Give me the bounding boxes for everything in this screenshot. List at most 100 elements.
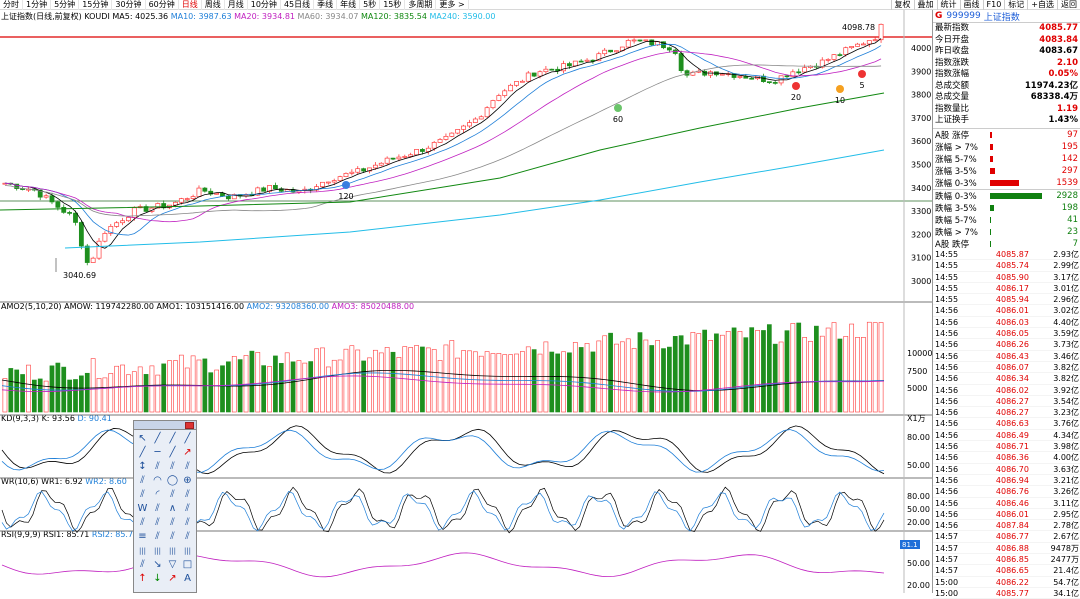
period-tab[interactable]: 日线 xyxy=(179,0,202,10)
fan-icon[interactable]: ⫽ xyxy=(185,531,190,542)
cycle-icon[interactable]: ||| xyxy=(153,547,162,555)
channel-icon[interactable]: ⫽ xyxy=(140,475,145,486)
down-arrow-icon[interactable]: ↓ xyxy=(153,573,162,584)
vline-icon[interactable]: ↕ xyxy=(138,461,147,472)
candle-body xyxy=(343,173,349,177)
tick-list[interactable]: 14:55 4085.87 2.93亿 14:55 4085.74 2.99亿 14:55 4… xyxy=(933,249,1080,599)
volume-bar xyxy=(184,367,190,413)
candle-body xyxy=(225,195,231,200)
up-arrow-icon[interactable]: ↑ xyxy=(138,573,147,584)
channel-icon[interactable]: ⫽ xyxy=(170,461,175,472)
period-tab[interactable]: 15秒 xyxy=(380,0,406,10)
channel-icon[interactable]: ⫽ xyxy=(185,503,190,514)
period-tab[interactable]: 季线 xyxy=(314,0,338,10)
hline-icon[interactable]: ─ xyxy=(154,447,161,458)
channel-icon[interactable]: ⫽ xyxy=(185,489,190,500)
text-icon[interactable]: A xyxy=(184,573,191,584)
tick-amount: 3.54亿 xyxy=(1053,396,1079,406)
cycle-icon[interactable]: ||| xyxy=(183,547,192,555)
circle-icon[interactable]: ◯ xyxy=(166,475,179,486)
period-tab[interactable]: 更多 > xyxy=(436,0,469,10)
tick-row: 14:56 4086.02 3.92亿 xyxy=(933,385,1080,396)
toolbar-button[interactable]: 统计 xyxy=(936,0,960,10)
arc-icon[interactable]: ◜ xyxy=(155,489,160,500)
channel-icon[interactable]: ⫽ xyxy=(140,489,145,500)
period-tab[interactable]: 周线 xyxy=(202,0,225,10)
toolbar-button[interactable]: 标记 xyxy=(1004,0,1027,10)
period-tab[interactable]: 月线 xyxy=(225,0,248,10)
ma120-value: MA120: 3835.54 xyxy=(360,12,427,21)
candle-body xyxy=(861,43,866,46)
period-tab[interactable]: 45日线 xyxy=(281,0,315,10)
period-tab[interactable]: 30分钟 xyxy=(112,0,146,10)
period-tab[interactable]: 60分钟 xyxy=(146,0,179,10)
period-tab[interactable]: 1分钟 xyxy=(23,0,52,10)
volume-bar xyxy=(608,332,613,413)
rect-icon[interactable]: □ xyxy=(182,559,193,570)
channel-icon[interactable]: ⫽ xyxy=(155,461,160,472)
line-icon[interactable]: ╱ xyxy=(154,433,161,444)
period-tab[interactable]: 5秒 xyxy=(360,0,381,10)
tick-price: 4086.43 xyxy=(995,351,1029,361)
arrow-line-icon[interactable]: ↗ xyxy=(183,447,192,458)
fan-icon[interactable]: ⫽ xyxy=(155,531,160,542)
toolbar-button[interactable]: F10 xyxy=(982,0,1005,10)
cross-icon[interactable]: ⊕ xyxy=(183,475,192,486)
stat-value: 2.10 xyxy=(1057,57,1078,68)
fan-icon[interactable]: ⫽ xyxy=(185,517,190,528)
peak-icon[interactable]: ∧ xyxy=(168,503,177,514)
fan-icon[interactable]: ⫽ xyxy=(140,517,145,528)
ma5-value: MA5: 4025.36 xyxy=(112,12,169,21)
wave-icon[interactable]: W xyxy=(137,503,148,514)
candle-body xyxy=(355,168,361,173)
arc-icon[interactable]: ◠ xyxy=(153,475,162,486)
gann-icon[interactable]: ⫽ xyxy=(140,559,145,570)
tick-row: 15:00 4086.22 54.7亿 xyxy=(933,577,1080,588)
channel-icon[interactable]: ⫽ xyxy=(155,503,160,514)
toolbar-button[interactable]: 画线 xyxy=(959,0,983,10)
period-tab[interactable]: 10分钟 xyxy=(248,0,281,10)
fan-icon[interactable]: ⫽ xyxy=(170,517,175,528)
channel-icon[interactable]: ⫽ xyxy=(185,461,190,472)
drawing-toolbox[interactable]: ↖ ╱ ╱ ╱ ╱ ─ ╱ ↗ ↕ ⫽ ⫽ ⫽ ⫽ ◠ ◯ ⊕ ⫽ ◜ ⫽ ⫽ W ⫽ ∧ ⫽ ⫽ ⫽ ⫽ ⫽ ≡ ⫽ ⫽ ⫽ ||| ||| ||… xyxy=(133,420,197,593)
cycle-icon[interactable]: ||| xyxy=(168,547,177,555)
triangle-icon[interactable]: ▽ xyxy=(168,559,177,570)
channel-icon[interactable]: ⫽ xyxy=(170,489,175,500)
fib-icon[interactable]: ≡ xyxy=(138,531,147,542)
volume-bar xyxy=(425,347,431,413)
fan-icon[interactable]: ⫽ xyxy=(155,517,160,528)
period-tab[interactable]: 15分钟 xyxy=(79,0,113,10)
toolbar-button[interactable]: 复权 xyxy=(890,0,914,10)
tick-price: 4086.94 xyxy=(995,475,1029,485)
volume-bar xyxy=(861,337,866,413)
stat-label: 指数涨幅 xyxy=(935,69,970,79)
volume-bar xyxy=(643,339,649,413)
period-tab[interactable]: 多周期 xyxy=(405,0,437,10)
ray-icon[interactable]: ╱ xyxy=(169,447,176,458)
candle-body xyxy=(155,203,161,209)
drawing-toolbox-titlebar[interactable] xyxy=(134,421,196,430)
candle-body xyxy=(449,132,455,137)
close-icon[interactable] xyxy=(185,422,194,429)
line-icon[interactable]: ╱ xyxy=(169,433,176,444)
down-arrow-icon[interactable]: ↘ xyxy=(153,559,162,570)
candle-body xyxy=(531,72,537,77)
tick-time: 15:00 xyxy=(935,588,959,598)
tick-time: 14:57 xyxy=(935,543,959,553)
pointer-icon[interactable]: ↖ xyxy=(138,433,147,444)
volume-bar xyxy=(114,365,120,413)
tick-amount: 3.98亿 xyxy=(1053,442,1079,452)
toolbar-button[interactable]: 返回 xyxy=(1057,0,1080,10)
line-icon[interactable]: ╱ xyxy=(139,447,146,458)
volume-bar xyxy=(161,363,167,413)
period-tab[interactable]: 5分钟 xyxy=(51,0,80,10)
period-tab[interactable]: 分时 xyxy=(0,0,23,10)
toolbar-button[interactable]: 叠加 xyxy=(913,0,937,10)
kline-chart[interactable]: 4098.78 3040.69 4000 3900 3800 3700 3600 3500 34… xyxy=(0,10,932,593)
line-icon[interactable]: ╱ xyxy=(184,433,191,444)
toolbar-button[interactable]: +自选 xyxy=(1027,0,1057,10)
fan-icon[interactable]: ⫽ xyxy=(170,531,175,542)
up-right-icon[interactable]: ↗ xyxy=(168,573,177,584)
period-tab[interactable]: 年线 xyxy=(337,0,361,10)
cycle-icon[interactable]: ||| xyxy=(138,547,147,555)
